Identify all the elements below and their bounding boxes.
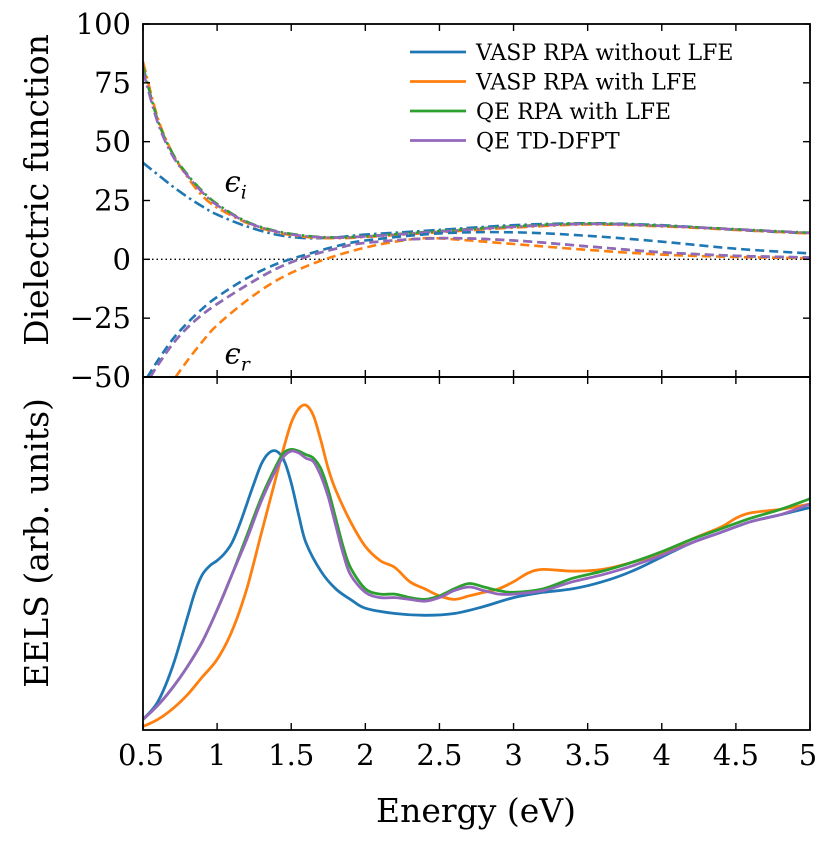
x-tick-label: 2.5 <box>416 738 462 772</box>
bottom-plot-frame <box>142 376 811 731</box>
epsilon-subscript: i <box>241 182 247 204</box>
y-tick-label: −25 <box>70 301 131 335</box>
epsilon-subscript: r <box>241 353 252 375</box>
epsilon-r-label: ϵr <box>225 336 252 375</box>
y-tick-label: 0 <box>113 242 131 276</box>
eels-series-0 <box>143 449 810 721</box>
epsilon-i-label: ϵi <box>225 165 247 204</box>
dielectric-y-axis-label: Dielectric function <box>17 34 56 346</box>
x-tick-label: 3 <box>504 738 522 772</box>
dielectric-curves <box>143 61 810 377</box>
x-tick-label: 4 <box>653 738 671 772</box>
legend: VASP RPA without LFE VASP RPA with LFE QE … <box>410 41 733 155</box>
dielectric-series-real-0 <box>146 230 810 377</box>
eels-series-1 <box>143 403 810 728</box>
legend-label: VASP RPA without LFE <box>475 41 733 66</box>
y-tick-label: 75 <box>94 66 131 100</box>
eels-panel: 0.5 1 1.5 2 2.5 3 3.5 4 4.5 5 <box>118 376 817 772</box>
y-tick-label: −50 <box>70 360 131 394</box>
eels-y-axis-label: EELS (arb. units) <box>17 398 56 688</box>
x-tick-label: 4.5 <box>713 738 759 772</box>
eels-series-2 <box>143 447 810 721</box>
legend-label: VASP RPA with LFE <box>475 71 697 96</box>
x-tick-label: 3.5 <box>565 738 611 772</box>
dielectric-series-real-1 <box>174 236 810 377</box>
epsilon-symbol: ϵ <box>225 336 241 370</box>
legend-label: QE TD-DFPT <box>476 130 620 155</box>
y-tick-label: 100 <box>76 7 131 41</box>
legend-label: QE RPA with LFE <box>476 100 671 125</box>
x-tick-label: 2 <box>356 738 374 772</box>
y-tick-label: 50 <box>94 125 131 159</box>
y-tick-label: 25 <box>94 184 131 218</box>
dielectric-series-imaginary-3 <box>143 70 810 240</box>
x-tick-label: 0.5 <box>118 738 164 772</box>
x-tick-label: 5 <box>799 738 817 772</box>
eels-curves <box>143 403 810 728</box>
epsilon-symbol: ϵ <box>225 165 241 199</box>
x-tick-label: 1 <box>208 738 226 772</box>
eels-series-3 <box>143 449 810 721</box>
x-tick-label: 1.5 <box>268 738 314 772</box>
dielectric-series-real-3 <box>149 236 810 377</box>
x-axis-label: Energy (eV) <box>376 791 576 830</box>
